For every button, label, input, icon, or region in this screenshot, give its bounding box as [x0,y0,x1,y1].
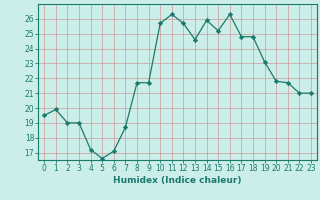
X-axis label: Humidex (Indice chaleur): Humidex (Indice chaleur) [113,176,242,185]
